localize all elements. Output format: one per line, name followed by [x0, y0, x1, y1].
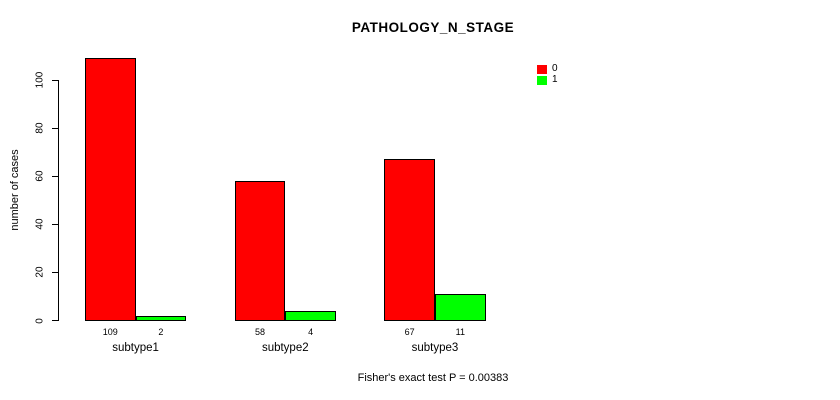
- category-label: subtype2: [261, 342, 309, 354]
- bar: [234, 181, 286, 321]
- y-tick: [52, 223, 59, 225]
- y-tick-label: 40: [34, 218, 46, 230]
- bar: [384, 159, 435, 321]
- footnote: Fisher's exact test P = 0.00383: [357, 372, 509, 384]
- bar-count: 4: [308, 327, 314, 337]
- y-tick: [52, 79, 59, 81]
- legend-swatch-green: [537, 75, 547, 85]
- y-tick-label: 60: [34, 170, 46, 182]
- chart-title: PATHOLOGY_N_STAGE: [351, 20, 515, 35]
- y-axis-line: [58, 80, 59, 321]
- y-tick-label: 0: [34, 317, 46, 324]
- bar-count: 58: [254, 327, 265, 337]
- category-label: subtype3: [411, 342, 459, 354]
- bar: [85, 58, 136, 321]
- legend: 0 1: [537, 64, 558, 86]
- y-tick: [52, 271, 59, 273]
- legend-label: 0: [552, 63, 558, 74]
- legend-swatch-red: [537, 64, 547, 74]
- legend-item-0: 0: [537, 64, 558, 74]
- y-tick: [52, 175, 59, 177]
- legend-item-1: 1: [537, 75, 558, 85]
- y-tick-label: 20: [34, 266, 46, 278]
- category-label: subtype1: [112, 342, 159, 354]
- y-tick: [52, 127, 59, 129]
- bar-count: 2: [158, 327, 164, 337]
- y-tick: [52, 320, 59, 321]
- y-tick-label: 100: [34, 71, 46, 89]
- bar: [135, 315, 187, 321]
- bar-count: 67: [404, 327, 415, 337]
- bar-count: 11: [455, 327, 465, 337]
- bar: [285, 310, 336, 321]
- legend-label: 1: [552, 74, 558, 85]
- bar: [435, 294, 486, 321]
- y-tick-label: 80: [34, 122, 46, 134]
- bar-count: 109: [102, 327, 118, 337]
